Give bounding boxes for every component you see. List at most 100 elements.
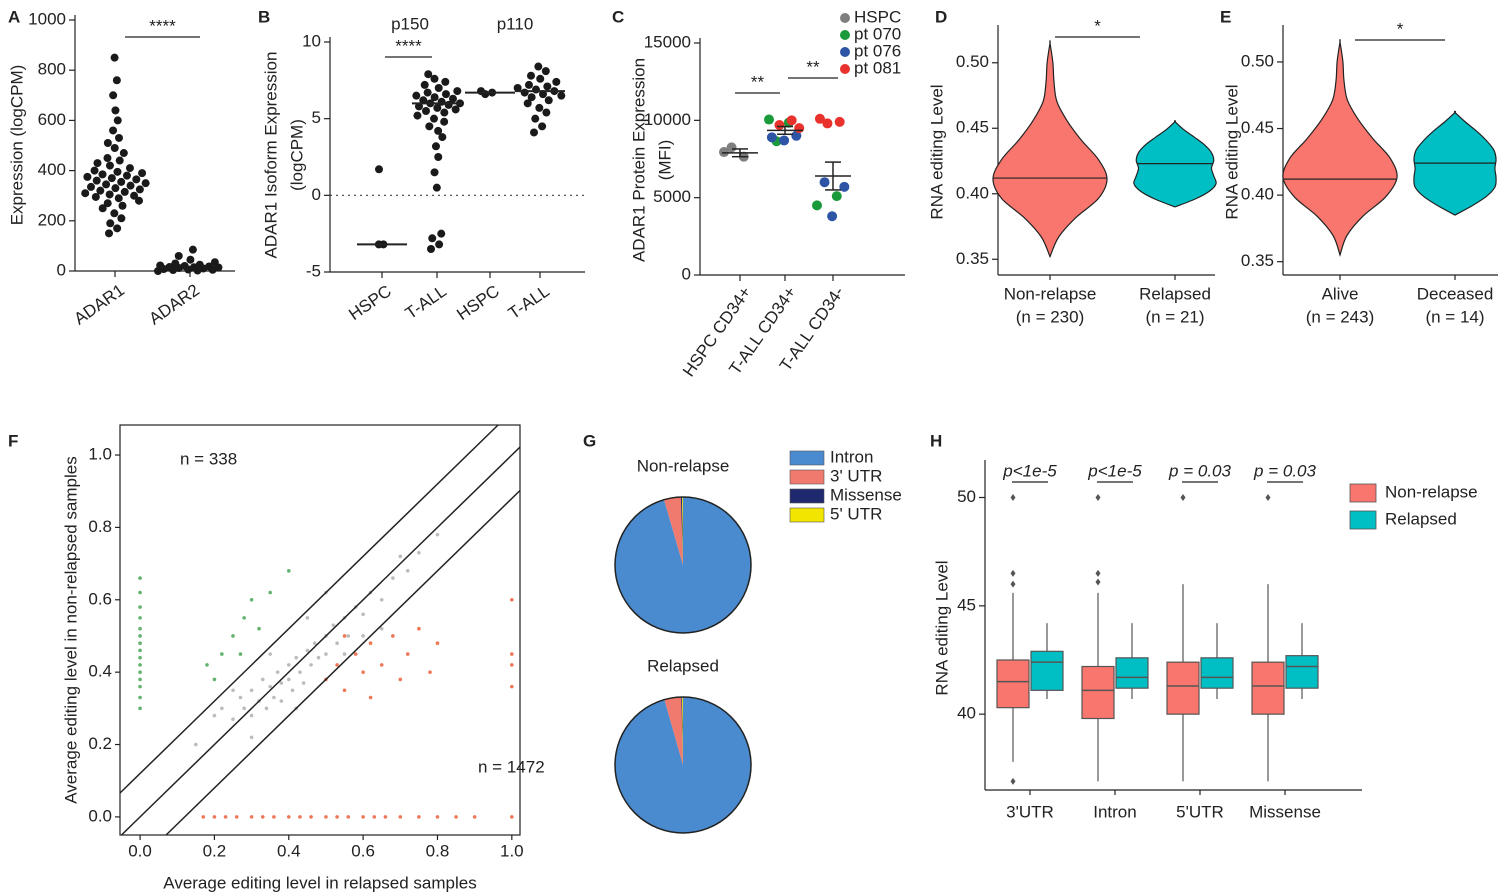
y-tick-label: 200 — [38, 210, 66, 229]
data-point — [110, 209, 119, 218]
data-point — [118, 201, 127, 210]
data-point — [391, 576, 395, 580]
legend-swatch — [840, 47, 850, 57]
data-point — [249, 735, 254, 740]
box — [1285, 655, 1319, 689]
data-point — [524, 80, 533, 89]
y-tick-label: 0.50 — [1241, 51, 1274, 70]
legend-label: Intron — [830, 447, 873, 466]
data-point — [117, 177, 126, 186]
data-point — [764, 114, 774, 125]
data-point — [114, 133, 123, 142]
data-point — [220, 652, 224, 656]
data-point — [538, 122, 547, 131]
data-point — [249, 713, 254, 718]
data-point — [174, 251, 183, 260]
data-point — [342, 634, 347, 638]
y-tick-label: 1000 — [28, 9, 66, 28]
pie-title: Non-relapse — [637, 456, 730, 475]
data-point — [510, 652, 514, 656]
data-point — [405, 652, 410, 656]
data-point — [186, 255, 195, 264]
data-point — [212, 713, 217, 718]
y-axis-label: Expression (logCPM) — [7, 65, 26, 226]
y-axis-label: Average editing level in non-relapsed sa… — [61, 456, 80, 803]
y-tick-label: 0.50 — [956, 52, 989, 71]
data-point — [541, 67, 550, 76]
x-tick-note: (n = 230) — [1016, 307, 1085, 326]
y-tick-label: 50 — [957, 487, 976, 506]
pie-slice — [680, 497, 683, 565]
data-point — [379, 663, 384, 667]
data-point — [138, 695, 142, 700]
data-point — [831, 191, 842, 202]
y-tick-label: 600 — [38, 110, 66, 129]
box — [1200, 657, 1234, 689]
data-point — [434, 84, 443, 92]
data-point — [194, 742, 198, 747]
significance-label: * — [1094, 16, 1101, 35]
data-point — [534, 62, 543, 71]
data-point — [298, 815, 302, 819]
data-point — [102, 180, 111, 189]
legend-swatch — [840, 64, 850, 74]
data-point — [96, 186, 105, 195]
legend-swatch — [840, 13, 850, 23]
panel-letter: H — [930, 431, 942, 450]
legend-label: pt 081 — [854, 58, 901, 77]
p-value: p = 0.03 — [1168, 461, 1231, 480]
data-point — [535, 103, 544, 112]
data-point — [417, 815, 421, 819]
y-axis-label: (MFI) — [655, 140, 674, 181]
data-point — [361, 670, 365, 674]
data-point — [112, 76, 121, 85]
data-point — [812, 200, 822, 211]
data-point — [544, 96, 553, 105]
pie-outline — [614, 496, 752, 634]
x-tick-label: Relapsed — [1139, 284, 1211, 303]
data-point — [335, 641, 339, 646]
data-point — [91, 192, 100, 201]
y-tick-label: 0.35 — [956, 249, 989, 268]
data-point — [353, 652, 358, 656]
data-point — [156, 261, 165, 270]
data-point — [109, 126, 118, 135]
data-point — [138, 626, 142, 631]
data-point — [510, 663, 514, 667]
data-point — [272, 815, 276, 819]
reference-line — [120, 446, 521, 836]
data-point — [238, 652, 243, 656]
data-point — [531, 114, 540, 123]
flier — [1265, 494, 1271, 501]
data-point — [257, 626, 261, 631]
data-point — [286, 677, 291, 682]
legend-swatch — [1349, 483, 1377, 503]
data-point — [234, 815, 239, 819]
x-tick-label: HSPC — [453, 281, 503, 324]
flier — [1095, 569, 1101, 577]
data-point — [437, 229, 446, 238]
panel-letter: E — [1220, 7, 1231, 26]
data-point — [290, 688, 295, 693]
data-point — [138, 576, 142, 580]
pie-slice — [664, 497, 683, 565]
data-point — [433, 103, 442, 112]
data-point — [417, 626, 421, 631]
data-point — [435, 641, 440, 646]
data-point — [413, 111, 422, 120]
data-point — [530, 128, 538, 137]
data-point — [138, 169, 147, 178]
significance-label: ** — [806, 57, 820, 76]
y-tick-label: 0.0 — [88, 806, 112, 825]
data-point — [260, 815, 265, 819]
data-point — [107, 174, 116, 183]
data-point — [726, 142, 737, 153]
data-point — [106, 219, 115, 228]
x-tick-label: 0.2 — [203, 841, 227, 860]
data-point — [275, 670, 280, 674]
data-point — [109, 91, 118, 100]
data-point — [786, 115, 797, 126]
data-point — [434, 153, 443, 161]
x-tick-label: Non-relapse — [1004, 284, 1097, 303]
